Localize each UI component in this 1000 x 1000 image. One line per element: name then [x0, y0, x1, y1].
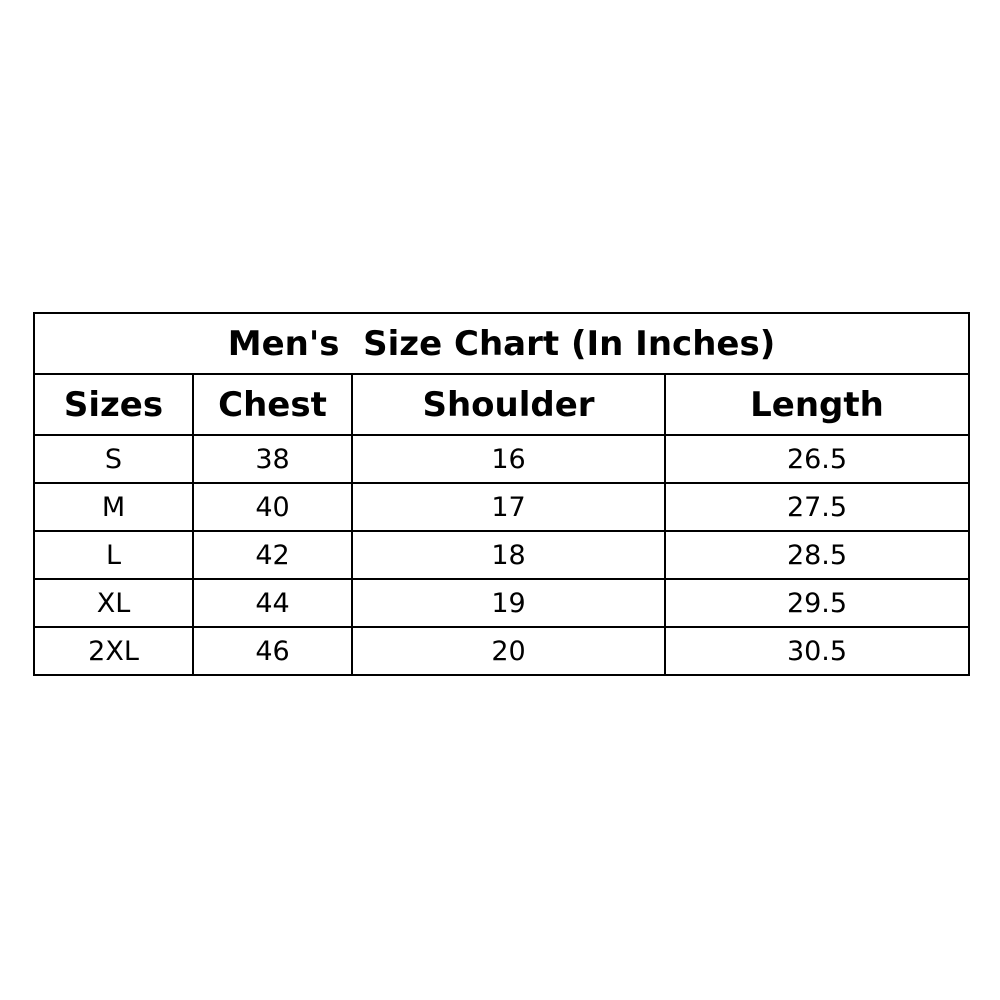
cell-shoulder: 17 [351, 482, 666, 532]
header-chest: Chest [192, 373, 353, 436]
cell-shoulder: 20 [351, 626, 666, 676]
cell-length: 29.5 [664, 578, 970, 628]
cell-size: 2XL [33, 626, 194, 676]
header-row: Sizes Chest Shoulder Length [33, 373, 970, 436]
cell-length: 30.5 [664, 626, 970, 676]
cell-length: 27.5 [664, 482, 970, 532]
table-row: M 40 17 27.5 [33, 482, 970, 532]
cell-size: S [33, 434, 194, 484]
cell-chest: 44 [192, 578, 353, 628]
cell-size: L [33, 530, 194, 580]
table-row: S 38 16 26.5 [33, 434, 970, 484]
cell-shoulder: 19 [351, 578, 666, 628]
cell-length: 28.5 [664, 530, 970, 580]
header-sizes: Sizes [33, 373, 194, 436]
cell-chest: 40 [192, 482, 353, 532]
header-length: Length [664, 373, 970, 436]
table-title: Men's Size Chart (In Inches) [33, 312, 970, 375]
cell-size: XL [33, 578, 194, 628]
cell-shoulder: 16 [351, 434, 666, 484]
table-row: XL 44 19 29.5 [33, 578, 970, 628]
title-row: Men's Size Chart (In Inches) [33, 312, 970, 375]
cell-shoulder: 18 [351, 530, 666, 580]
size-chart-table: Men's Size Chart (In Inches) Sizes Chest… [33, 312, 970, 676]
table-row: 2XL 46 20 30.5 [33, 626, 970, 676]
cell-size: M [33, 482, 194, 532]
header-shoulder: Shoulder [351, 373, 666, 436]
cell-chest: 38 [192, 434, 353, 484]
cell-chest: 46 [192, 626, 353, 676]
cell-length: 26.5 [664, 434, 970, 484]
cell-chest: 42 [192, 530, 353, 580]
table-row: L 42 18 28.5 [33, 530, 970, 580]
